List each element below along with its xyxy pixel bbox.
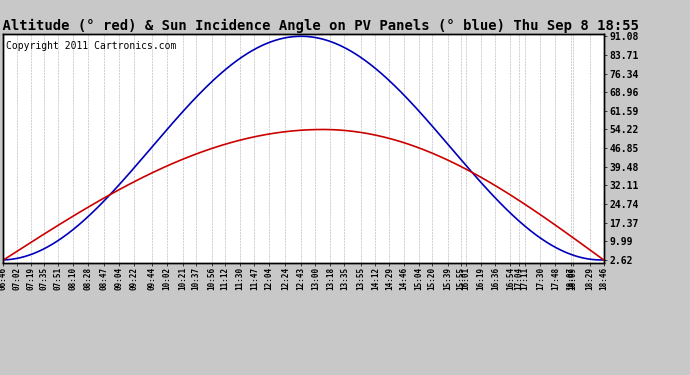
Title: Sun Altitude (° red) & Sun Incidence Angle on PV Panels (° blue) Thu Sep 8 18:55: Sun Altitude (° red) & Sun Incidence Ang… [0,18,639,33]
Text: Copyright 2011 Cartronics.com: Copyright 2011 Cartronics.com [6,40,177,51]
